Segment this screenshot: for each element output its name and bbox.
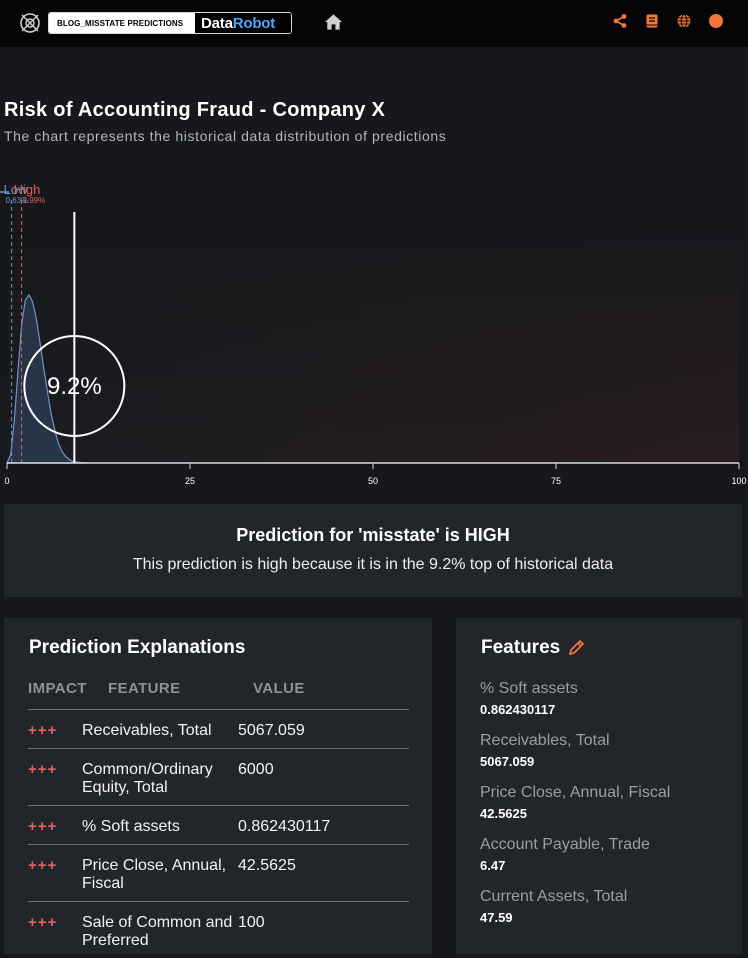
feature-name: Sale of Common and Preferred <box>82 914 233 949</box>
app-name: BLOG_MISSTATE PREDICTIONS <box>49 13 195 33</box>
feature-value: 6000 <box>238 761 274 778</box>
x-tick-label: 100 <box>731 476 746 486</box>
prediction-value-label: 9.2% <box>47 373 102 400</box>
prediction-bubble <box>23 335 126 437</box>
table-row: +++ Sale of Common and Preferred 100 <box>28 901 409 958</box>
threshold-value-low: 0.63% <box>6 196 29 205</box>
feature-label: % Soft assets <box>480 680 578 697</box>
impact-indicator: +++ <box>28 857 58 874</box>
prediction-distribution-chart: Low 0.63% High 1.99% 9.2% 0 25 50 75 100 <box>0 175 748 490</box>
prediction-detail: This prediction is high because it is in… <box>132 556 614 573</box>
table-row: +++ % Soft assets 0.862430117 <box>28 805 409 844</box>
prediction-explanations-panel: Prediction Explanations IMPACT FEATURE V… <box>4 618 432 954</box>
explanations-title: Prediction Explanations <box>29 637 246 658</box>
threshold-value-high: 1.99% <box>23 196 46 205</box>
feature-value: 42.5625 <box>238 857 296 874</box>
column-header-value: VALUE <box>253 680 305 697</box>
table-row: +++ Price Close, Annual, Fiscal 42.5625 <box>28 844 409 901</box>
feature-name: Common/Ordinary Equity, Total <box>82 761 213 796</box>
feature-value: 6.47 <box>480 858 506 873</box>
user-avatar-icon[interactable] <box>708 13 724 29</box>
feature-item: Price Close, Annual, Fiscal 42.5625 <box>480 784 730 821</box>
features-panel: Features % Soft assets 0.862430117 Recei… <box>456 618 742 954</box>
page-subtitle: The chart represents the historical data… <box>4 128 447 144</box>
chart-background-fade <box>7 205 739 463</box>
feature-label: Account Payable, Trade <box>480 836 650 853</box>
feature-label: Current Assets, Total <box>480 888 628 905</box>
feature-name: Price Close, Annual, Fiscal <box>82 857 227 892</box>
top-navigation-bar: BLOG_MISSTATE PREDICTIONS Data Robot <box>0 0 748 47</box>
app-name-badge[interactable]: BLOG_MISSTATE PREDICTIONS Data Robot <box>48 12 292 34</box>
feature-value: 100 <box>238 914 265 931</box>
threshold-label-high: High <box>14 182 41 197</box>
column-header-feature: FEATURE <box>108 680 181 697</box>
table-row: +++ Receivables, Total 5067.059 <box>28 709 409 748</box>
feature-value: 0.862430117 <box>238 818 331 835</box>
home-icon[interactable] <box>324 13 343 31</box>
impact-indicator: +++ <box>28 818 58 835</box>
x-tick-label: 0 <box>4 476 9 486</box>
impact-indicator: +++ <box>28 914 58 931</box>
globe-icon[interactable] <box>676 13 692 29</box>
brand-text-robot: Robot <box>232 14 276 32</box>
feature-value: 42.5625 <box>480 806 527 821</box>
brand-text-data: Data <box>201 14 233 32</box>
page-title: Risk of Accounting Fraud - Company X <box>4 99 386 121</box>
feature-value: 5067.059 <box>480 754 535 769</box>
x-tick-label: 50 <box>368 476 378 486</box>
prediction-summary: Prediction for 'misstate' is HIGH This p… <box>4 504 742 597</box>
share-icon[interactable] <box>612 13 628 29</box>
threshold-label-low: Low <box>4 182 28 197</box>
prediction-headline: Prediction for 'misstate' is HIGH <box>236 525 510 545</box>
features-title: Features <box>481 637 561 658</box>
feature-item: Account Payable, Trade 6.47 <box>480 836 730 873</box>
feature-item: Current Assets, Total 47.59 <box>480 888 730 925</box>
feature-item: Receivables, Total 5067.059 <box>480 732 730 769</box>
feature-name: Receivables, Total <box>82 722 212 739</box>
x-tick-label: 75 <box>551 476 561 486</box>
feature-value: 47.59 <box>480 910 513 925</box>
datarobot-logo-icon[interactable] <box>19 12 41 34</box>
edit-pencil-icon[interactable] <box>568 639 585 656</box>
features-list: % Soft assets 0.862430117 Receivables, T… <box>480 680 730 940</box>
feature-value: 0.862430117 <box>480 702 556 717</box>
top-right-icons <box>612 13 724 29</box>
impact-indicator: +++ <box>28 722 58 739</box>
column-header-impact: IMPACT <box>28 680 87 697</box>
feature-value: 5067.059 <box>238 722 305 739</box>
brand-logo: Data Robot <box>195 13 291 33</box>
feature-label: Receivables, Total <box>480 732 610 749</box>
feature-name: % Soft assets <box>82 818 180 835</box>
x-tick-label: 25 <box>185 476 195 486</box>
feature-label: Price Close, Annual, Fiscal <box>480 784 671 801</box>
table-row: +++ Common/Ordinary Equity, Total 6000 <box>28 748 409 805</box>
feature-item: % Soft assets 0.862430117 <box>480 680 730 717</box>
features-title-row: Features <box>481 637 585 659</box>
explanations-table: +++ Receivables, Total 5067.059 +++ Comm… <box>28 709 409 958</box>
book-icon[interactable] <box>644 13 660 29</box>
impact-indicator: +++ <box>28 761 58 778</box>
